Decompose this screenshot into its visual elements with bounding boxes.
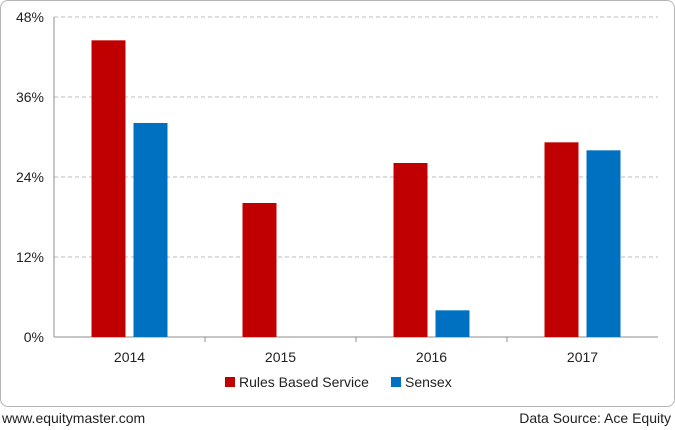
- y-tick-label: 0%: [24, 329, 44, 345]
- legend-label: Rules Based Service: [239, 374, 369, 390]
- x-tick-label: 2017: [567, 349, 598, 365]
- legend-swatch: [225, 377, 235, 387]
- bar-sensex-2014: [133, 123, 168, 337]
- x-tick-label: 2015: [265, 349, 296, 365]
- bar-rules-based-service-2017: [544, 142, 579, 337]
- y-tick-label: 48%: [16, 9, 44, 25]
- legend-label: Sensex: [405, 374, 452, 390]
- x-tick-label: 2016: [416, 349, 447, 365]
- y-tick-label: 24%: [16, 169, 44, 185]
- data-source-note: Data Source: Ace Equity: [519, 410, 671, 426]
- bar-sensex-2017: [586, 150, 621, 337]
- bar-rules-based-service-2014: [91, 40, 126, 337]
- bar-rules-based-service-2015: [242, 203, 277, 337]
- x-tick-label: 2014: [114, 349, 145, 365]
- bar-rules-based-service-2016: [393, 163, 428, 337]
- y-tick-label: 36%: [16, 89, 44, 105]
- legend-swatch: [391, 377, 401, 387]
- bar-sensex-2016: [435, 310, 470, 337]
- site-url: www.equitymaster.com: [2, 410, 146, 426]
- bar-chart: 0% 12% 24% 36% 48% 2014 2015 2016 2017 Rules Base…: [16, 9, 658, 390]
- y-tick-label: 12%: [16, 249, 44, 265]
